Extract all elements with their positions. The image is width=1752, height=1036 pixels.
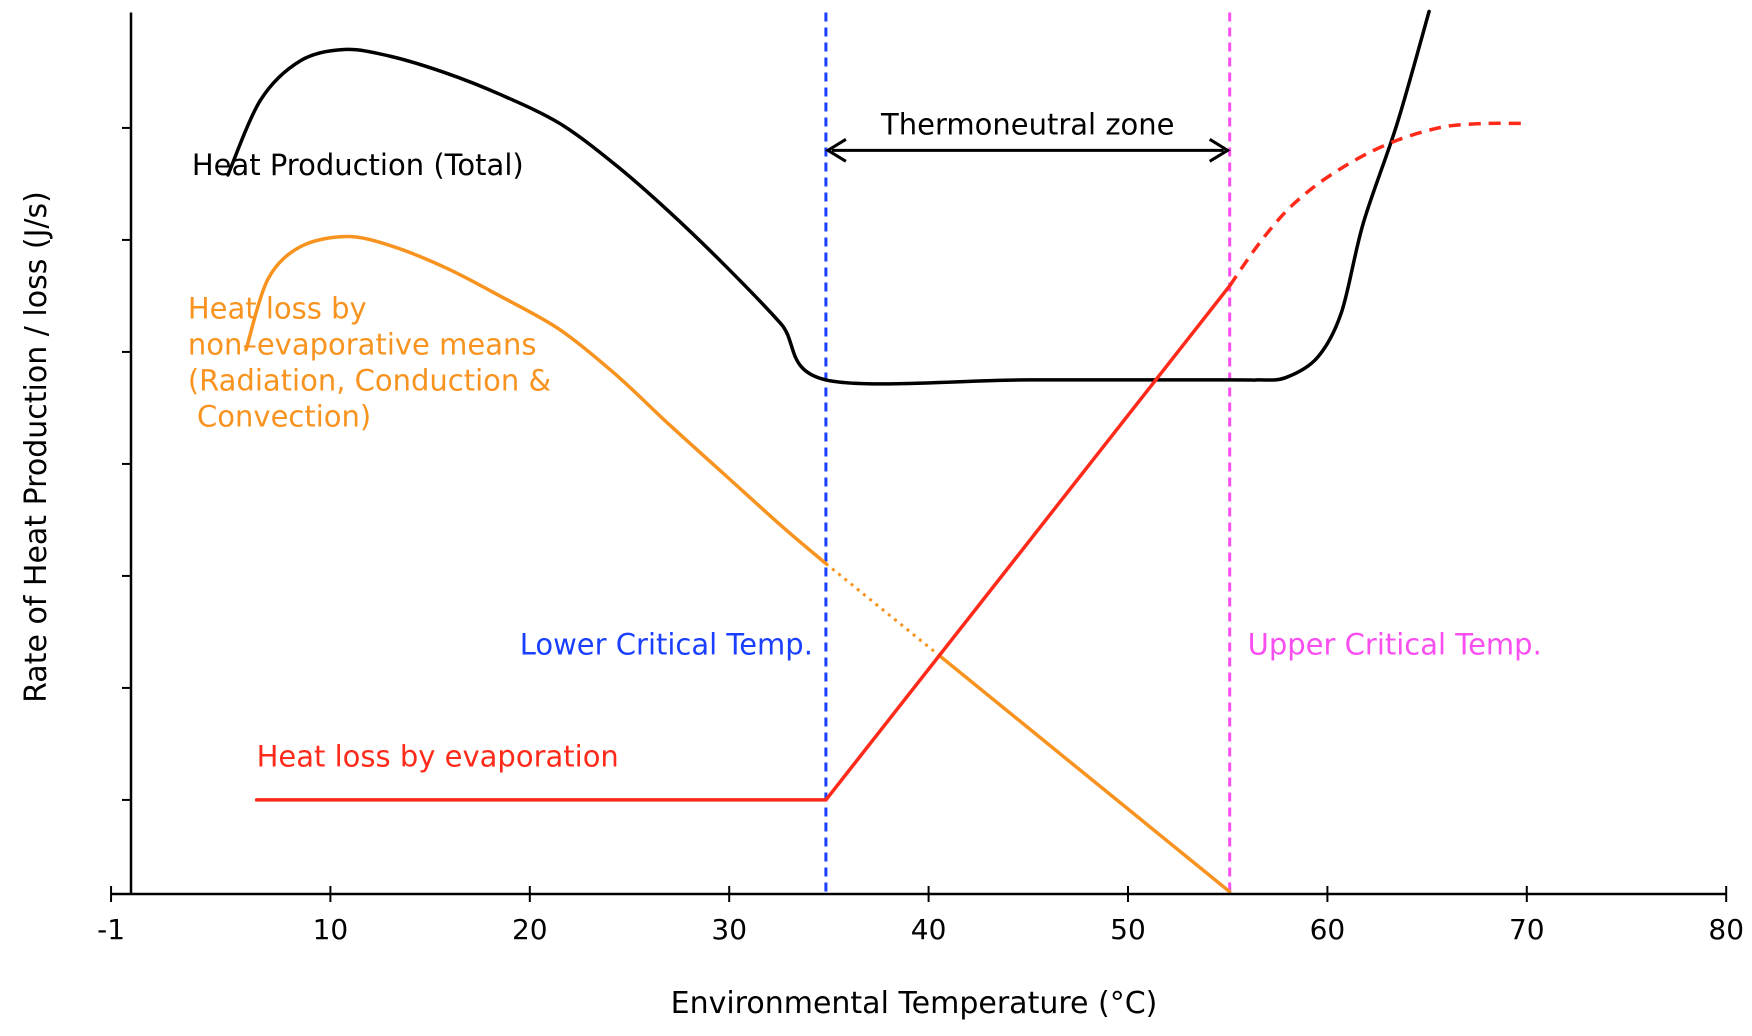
non-evaporative-loss-tail [938, 654, 1232, 894]
series-layer [226, 9, 1523, 894]
y-ticks [122, 126, 132, 801]
x-tick-label: 20 [512, 913, 548, 946]
evaporation-loss-dashed [1228, 121, 1523, 287]
evaporation-loss-curve [254, 284, 1232, 802]
non-evaporative-label-line: Convection) [188, 399, 371, 433]
non-evaporative-label-line: Heat loss by [188, 291, 367, 325]
non-evaporative-label-line: (Radiation, Conduction & [188, 363, 551, 397]
x-tick-label: 30 [711, 913, 747, 946]
x-tick-label: 40 [911, 913, 947, 946]
axes: -1 10 20 30 40 50 60 70 80 [97, 12, 1744, 946]
reference-lines [824, 12, 1232, 894]
x-tick-label: 80 [1708, 913, 1744, 946]
non-evaporative-loss-dotted [824, 562, 942, 658]
x-tick-label: 10 [313, 913, 349, 946]
heat-production-curve [226, 9, 1431, 386]
heat-production-label: Heat Production (Total) [192, 148, 524, 182]
x-ticks: -1 10 20 30 40 50 60 70 80 [97, 886, 1744, 946]
annotations: Heat Production (Total) Heat loss bynon–e… [188, 107, 1542, 773]
x-tick-label: -1 [97, 913, 125, 946]
non-evaporative-label-line: non–evaporative means [188, 327, 537, 361]
arrowhead-right-icon [1208, 138, 1231, 163]
x-tick-label: 70 [1509, 913, 1545, 946]
y-axis-title: Rate of Heat Production / loss (J/s) [19, 191, 54, 703]
arrowhead-left-icon [825, 138, 847, 163]
non-evaporative-loss-curve [244, 234, 828, 566]
evaporation-label: Heat loss by evaporation [257, 739, 619, 773]
x-axis-title: Environmental Temperature (°C) [671, 986, 1158, 1021]
lower-critical-temp-label: Lower Critical Temp. [520, 627, 813, 661]
upper-critical-temp-label: Upper Critical Temp. [1248, 627, 1542, 661]
thermoneutral-zone-label: Thermoneutral zone [880, 107, 1174, 141]
x-tick-label: 60 [1310, 913, 1346, 946]
x-tick-label: 50 [1110, 913, 1146, 946]
